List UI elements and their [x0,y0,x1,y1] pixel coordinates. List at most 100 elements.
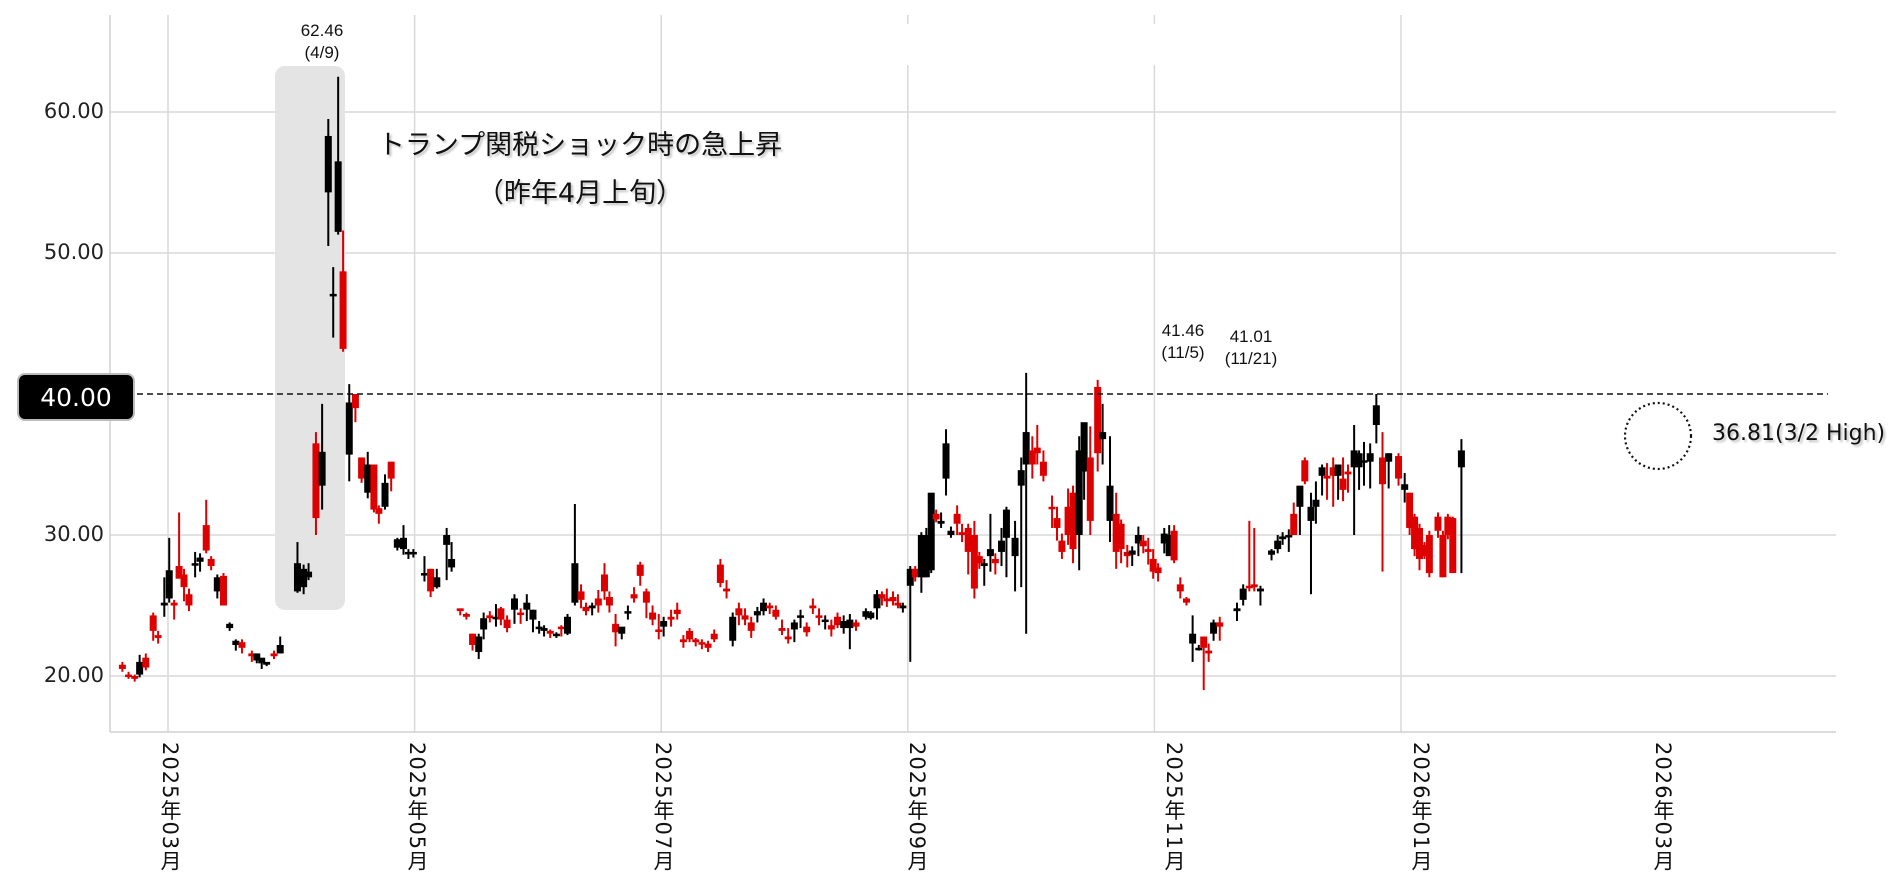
candle [862,611,870,617]
candle [986,549,994,557]
candle [906,568,914,586]
callout-line-1: トランプ関税ショック時の急上昇 [377,130,783,161]
candle [840,621,848,629]
candle [312,443,320,519]
peak-value: 41.01 [1229,327,1273,346]
x-tick-2026-03: 2026年03月 [1651,742,1675,873]
candle [686,630,694,640]
candle [213,577,221,592]
candles [118,76,1465,691]
candle [503,619,511,629]
tariff-shock-callout: トランプ関税ショック時の急上昇 （昨年4月上旬） [340,122,820,218]
candle [784,636,792,640]
peak-value: 41.46 [1161,321,1205,340]
candle [1256,588,1264,592]
candle [1366,453,1374,462]
candle [1296,485,1304,507]
candle [958,532,966,535]
candle [1425,535,1433,574]
candle [540,628,548,631]
peak-date: (11/21) [1224,349,1278,368]
candle [125,674,133,678]
candle [899,605,907,609]
candle [364,464,372,493]
candle [692,639,700,643]
candle [618,626,626,634]
candle [747,622,755,631]
candle [1301,460,1309,482]
candle [1457,450,1465,468]
candle [375,508,383,514]
candle [741,615,749,620]
candle [1094,386,1102,454]
candle [998,540,1006,552]
candle [258,657,266,664]
candle [1350,450,1358,468]
candle [1385,453,1393,462]
candle [947,530,955,535]
candle [1069,492,1077,550]
candle [571,563,579,603]
candle [1379,457,1387,485]
candle [991,558,999,564]
candle [160,602,168,606]
candle [766,605,774,609]
candle [196,557,204,562]
candle [660,621,668,627]
candle [1011,537,1019,557]
x-tick-2025-07: 2025年07月 [651,742,675,873]
candle [778,628,786,631]
candle [655,629,663,632]
candle [1075,450,1083,535]
candle [1449,518,1457,574]
candle [207,558,215,567]
candle [170,602,178,606]
candle [894,602,902,606]
x-tick-2025-03: 2025年03月 [158,742,182,873]
candle [1411,516,1419,550]
candle [469,633,477,645]
candle [1334,464,1342,476]
candle [1195,647,1203,651]
candle [118,664,126,669]
candle [716,564,724,583]
x-tick-2025-11: 2025年11月 [1162,742,1186,873]
candle [698,642,706,645]
peak-value: 62.46 [300,21,344,40]
candle [1123,551,1131,557]
peak-date: (4/9) [304,43,340,62]
peak-annotation-11-21: 41.01 (11/21) [1225,326,1278,370]
x-tick-2026-01: 2026年01月 [1409,742,1433,873]
candle [953,513,961,524]
candle [1312,499,1320,507]
candle [175,566,183,579]
candle [329,293,337,297]
candle [980,563,988,567]
candle [588,605,596,609]
candle [797,615,805,618]
candle [1002,509,1010,538]
candle [1323,475,1331,479]
candle [1128,550,1136,555]
candle [1290,513,1298,535]
candle [1200,636,1208,648]
candle [185,594,193,606]
grid-lines [110,15,1836,732]
candle [552,633,560,637]
candle [1434,516,1442,531]
candle [624,611,632,614]
candle [729,616,737,641]
candle [1444,516,1452,535]
candle [964,527,972,552]
candle [834,616,842,626]
candle [1205,650,1213,654]
candle [1117,523,1125,550]
candle [827,625,835,630]
candle [238,642,246,648]
candle [803,626,811,633]
candle [149,615,157,631]
candle [1144,549,1152,552]
y-tick-60: 60.00 [43,99,104,123]
candle [1406,492,1414,528]
candle [821,619,829,623]
